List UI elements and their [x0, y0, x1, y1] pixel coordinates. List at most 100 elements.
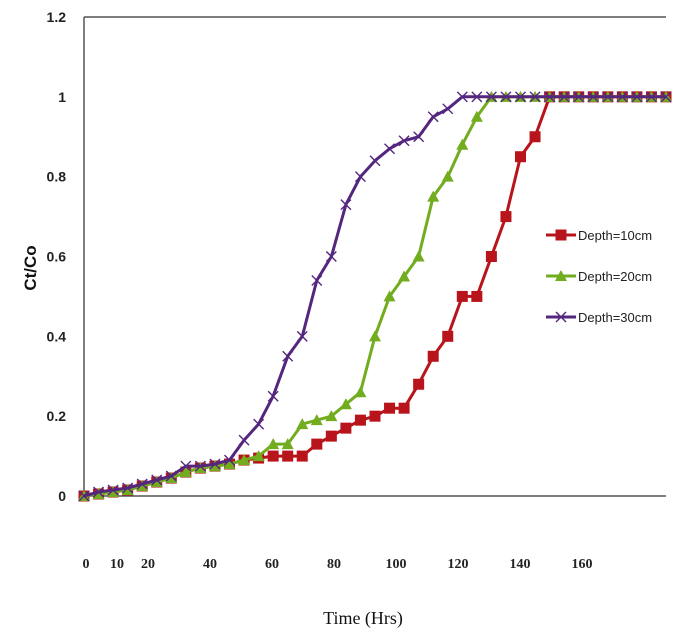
- data-point: [310, 414, 323, 426]
- data-point-stroke: [311, 274, 323, 286]
- data-point: [383, 290, 396, 302]
- data-point: [180, 460, 192, 472]
- data-point: [223, 458, 236, 470]
- data-point: [311, 438, 323, 450]
- data-point: [296, 418, 309, 430]
- data-point: [238, 434, 250, 446]
- x-tick-label: 40: [203, 557, 217, 572]
- data-point-stroke: [340, 199, 352, 211]
- data-point: [587, 91, 599, 103]
- data-point: [660, 91, 672, 103]
- data-point-stroke: [413, 131, 425, 143]
- data-point: [558, 91, 570, 103]
- data-point: [165, 470, 177, 482]
- data-point: [544, 91, 556, 103]
- data-point: [369, 410, 381, 422]
- y-axis-ticks: 0 0.2 0.4 0.6 0.8 1 1.2: [47, 9, 67, 504]
- data-point: [398, 402, 410, 414]
- data-point: [442, 330, 454, 342]
- data-point: [282, 450, 294, 462]
- data-point: [398, 135, 410, 147]
- data-point: [281, 438, 294, 450]
- data-point: [267, 390, 279, 402]
- data-point-stroke: [587, 91, 599, 103]
- x-tick-label: 80: [327, 557, 341, 572]
- data-point: [107, 484, 119, 496]
- data-point: [122, 482, 134, 494]
- legend: Depth=10cm Depth=20cm Depth=30cm: [546, 228, 652, 325]
- legend-item: Depth=30cm: [546, 310, 652, 325]
- data-point-stroke: [325, 251, 337, 262]
- data-point: [296, 330, 308, 342]
- data-point: [471, 290, 483, 302]
- series-line: [83, 95, 666, 498]
- data-point: [369, 330, 381, 342]
- data-point-stroke: [384, 143, 396, 155]
- plot-frame: [83, 16, 666, 497]
- data-point: [470, 110, 483, 122]
- data-point: [354, 386, 367, 398]
- x-tick-label: 60: [265, 557, 279, 572]
- data-point: [267, 438, 280, 450]
- data-point-stroke: [616, 91, 628, 103]
- data-point: [456, 290, 468, 302]
- data-point-stroke: [544, 91, 556, 103]
- data-point: [413, 378, 425, 390]
- data-point: [555, 311, 567, 323]
- x-axis-ticks: 0 10 20 40 60 80 100 120 140 160: [83, 557, 593, 572]
- data-point: [631, 91, 643, 103]
- data-point: [209, 458, 221, 470]
- y-tick-label: 0.8: [47, 169, 67, 185]
- y-tick-label: 1: [58, 89, 66, 105]
- data-point: [369, 155, 381, 167]
- data-point: [384, 402, 396, 414]
- data-point: [384, 143, 396, 155]
- data-point: [645, 91, 657, 103]
- data-point-stroke: [427, 111, 439, 123]
- data-point: [311, 274, 323, 286]
- x-tick-label: 140: [510, 557, 531, 572]
- data-point-stroke: [500, 91, 512, 103]
- x-tick-label: 120: [448, 557, 469, 572]
- data-point-stroke: [471, 91, 483, 103]
- data-point-stroke: [78, 490, 90, 502]
- data-point: [413, 131, 425, 143]
- data-point: [456, 91, 468, 103]
- data-point: [500, 91, 512, 103]
- data-point: [325, 430, 337, 442]
- data-point: [325, 410, 338, 422]
- data-point: [616, 91, 628, 103]
- data-point-stroke: [398, 135, 410, 147]
- data-point-stroke: [224, 454, 235, 466]
- data-point: [179, 466, 192, 478]
- data-point-stroke: [296, 330, 308, 342]
- data-point: [427, 190, 440, 202]
- data-point: [252, 450, 265, 462]
- data-point-stroke: [529, 91, 541, 103]
- legend-item: Depth=10cm: [546, 228, 652, 243]
- data-point-stroke: [555, 311, 567, 323]
- data-point-stroke: [165, 470, 177, 482]
- legend-item: Depth=20cm: [546, 269, 652, 284]
- data-point: [485, 251, 497, 262]
- data-point-stroke: [107, 484, 119, 496]
- data-point-stroke: [558, 91, 570, 103]
- data-point: [529, 91, 541, 103]
- data-point: [151, 474, 163, 486]
- data-point: [224, 454, 235, 466]
- data-point: [442, 103, 454, 115]
- data-point-stroke: [93, 486, 105, 498]
- y-tick-label: 1.2: [47, 9, 67, 25]
- data-point-stroke: [660, 91, 672, 103]
- data-point: [515, 91, 526, 103]
- series-depth-30cm: [78, 91, 672, 502]
- data-point: [555, 229, 567, 241]
- data-point: [282, 350, 294, 362]
- data-point: [253, 418, 265, 430]
- data-point: [78, 490, 90, 502]
- data-point-stroke: [631, 91, 643, 103]
- legend-label: Depth=20cm: [578, 269, 652, 284]
- data-point: [427, 111, 439, 123]
- data-point-stroke: [442, 103, 454, 115]
- data-point: [515, 151, 526, 163]
